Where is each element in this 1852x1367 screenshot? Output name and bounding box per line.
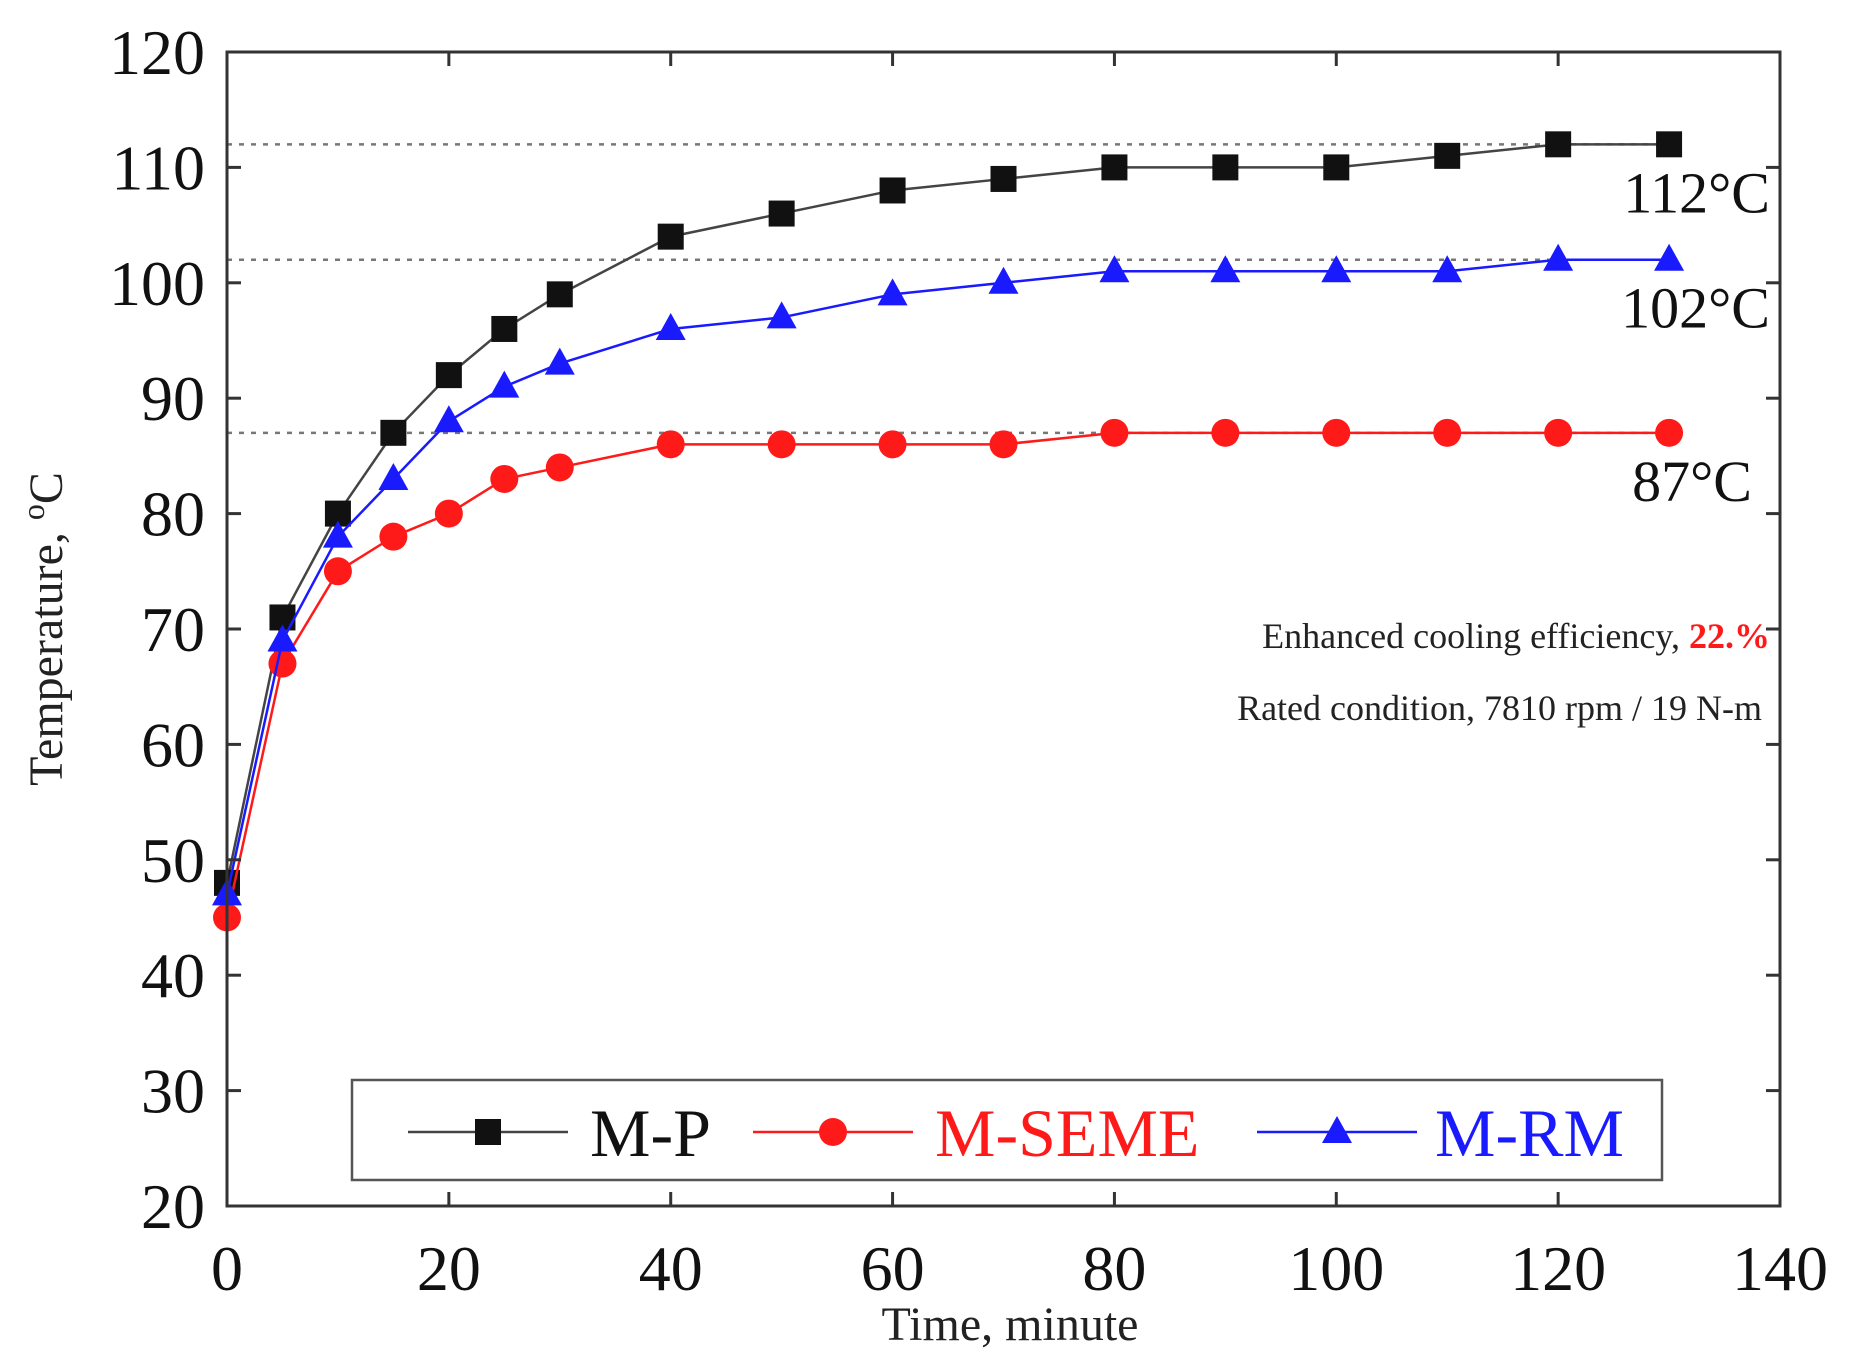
y-tick-label: 70: [141, 594, 205, 665]
legend-label: M-RM: [1435, 1095, 1624, 1171]
data-point-M-RM: [1321, 255, 1352, 283]
series-M-SEME: [213, 418, 1684, 932]
legend-box: [350, 1078, 1664, 1182]
data-point-M-P: [1545, 131, 1572, 158]
data-point-M-SEME: [1655, 418, 1684, 447]
data-point-M-SEME: [656, 430, 685, 459]
y-axis-title: Temperature, oC: [15, 472, 73, 786]
data-point-M-SEME: [323, 557, 352, 586]
x-tick-label: 60: [861, 1233, 925, 1304]
y-tick-label: 90: [141, 363, 205, 434]
legend-item-M-RM: M-RM: [1257, 1095, 1624, 1171]
data-point-M-SEME: [1100, 418, 1129, 447]
legend-items: M-P M-SEME M-RM: [408, 1095, 1624, 1171]
data-point-M-SEME: [490, 464, 519, 493]
x-tick-label: 140: [1732, 1233, 1828, 1304]
data-point-M-SEME: [1433, 418, 1462, 447]
y-tick-label: 20: [141, 1171, 205, 1242]
data-point-M-SEME: [767, 430, 796, 459]
data-point-M-RM: [544, 347, 575, 375]
legend-label: M-P: [590, 1095, 711, 1171]
reference-label: 102°C: [1621, 276, 1770, 341]
reference-label: 112°C: [1623, 160, 1770, 225]
legend: M-P M-SEME M-RM: [350, 1078, 1664, 1182]
data-point-M-RM: [1543, 243, 1574, 271]
data-point-M-SEME: [379, 522, 408, 551]
x-tick-label: 0: [211, 1233, 243, 1304]
legend-marker: [475, 1119, 501, 1145]
x-tick-label: 100: [1288, 1233, 1384, 1304]
data-point-M-P: [990, 165, 1017, 192]
data-point-M-P: [546, 281, 573, 308]
data-point-M-P: [1323, 154, 1350, 181]
data-point-M-RM: [1099, 255, 1130, 283]
y-tick-label: 40: [141, 940, 205, 1011]
data-point-M-RM: [489, 370, 520, 398]
data-point-M-SEME: [545, 453, 574, 482]
data-point-M-SEME: [268, 649, 297, 678]
y-tick-label: 110: [111, 132, 205, 203]
legend-label: M-SEME: [935, 1095, 1199, 1171]
y-tick-label: 120: [109, 17, 205, 88]
data-point-M-RM: [988, 266, 1019, 294]
x-tick-label: 120: [1510, 1233, 1606, 1304]
data-point-M-P: [491, 315, 518, 342]
data-point-M-P: [657, 223, 684, 250]
reference-labels: 112°C 102°C 87°C: [1621, 160, 1770, 514]
axis-ticks: 0 20 40 60 80 100 120 1402030405060708090100110…: [109, 17, 1828, 1304]
data-point-M-P: [1656, 131, 1683, 158]
y-axis-title-sup: o: [15, 504, 51, 520]
data-point-M-SEME: [1211, 418, 1240, 447]
data-point-M-SEME: [1322, 418, 1351, 447]
data-point-M-RM: [378, 462, 409, 490]
x-tick-label: 20: [417, 1233, 481, 1304]
series-M-RM: [212, 243, 1685, 906]
data-point-M-P: [768, 200, 795, 227]
x-tick-label: 80: [1082, 1233, 1146, 1304]
y-tick-label: 50: [141, 825, 205, 896]
y-tick-label: 100: [109, 248, 205, 319]
data-point-M-P: [1434, 142, 1461, 169]
data-point-M-P: [1101, 154, 1128, 181]
y-tick-label: 80: [141, 479, 205, 550]
x-tick-label: 40: [639, 1233, 703, 1304]
data-point-M-SEME: [878, 430, 907, 459]
y-tick-label: 30: [141, 1056, 205, 1127]
efficiency-value: 22.%: [1689, 616, 1770, 656]
legend-item-M-SEME: M-SEME: [753, 1095, 1199, 1171]
data-point-M-RM: [766, 301, 797, 329]
y-tick-label: 60: [141, 709, 205, 780]
series-line-M-RM: [225, 258, 1670, 895]
data-point-M-P: [879, 177, 906, 204]
legend-marker: [1322, 1116, 1352, 1143]
data-point-M-RM: [322, 520, 353, 548]
series-M-P: [214, 131, 1683, 896]
data-point-M-RM: [655, 312, 686, 340]
data-point-M-RM: [267, 624, 298, 652]
data-point-M-RM: [433, 405, 464, 433]
data-point-M-SEME: [1544, 418, 1573, 447]
rated-condition-annotation: Rated condition, 7810 rpm / 19 N-m: [1237, 688, 1762, 728]
legend-item-M-P: M-P: [408, 1095, 711, 1171]
data-point-M-SEME: [989, 430, 1018, 459]
data-point-M-RM: [877, 278, 908, 306]
series-layer: [212, 131, 1685, 932]
data-point-M-RM: [1210, 255, 1241, 283]
x-axis-title: Time, minute: [882, 1298, 1139, 1351]
y-axis-title-unit: C: [20, 472, 73, 504]
data-point-M-SEME: [434, 499, 463, 528]
data-point-M-P: [380, 419, 407, 446]
legend-marker: [819, 1118, 847, 1146]
data-point-M-RM: [1432, 255, 1463, 283]
data-point-M-P: [1212, 154, 1239, 181]
data-point-M-RM: [1654, 243, 1685, 271]
reference-label: 87°C: [1632, 449, 1752, 514]
y-axis-title-main: Temperature,: [20, 520, 73, 786]
data-point-M-P: [435, 362, 462, 389]
efficiency-annotation: Enhanced cooling efficiency, 22.%: [1262, 616, 1770, 656]
